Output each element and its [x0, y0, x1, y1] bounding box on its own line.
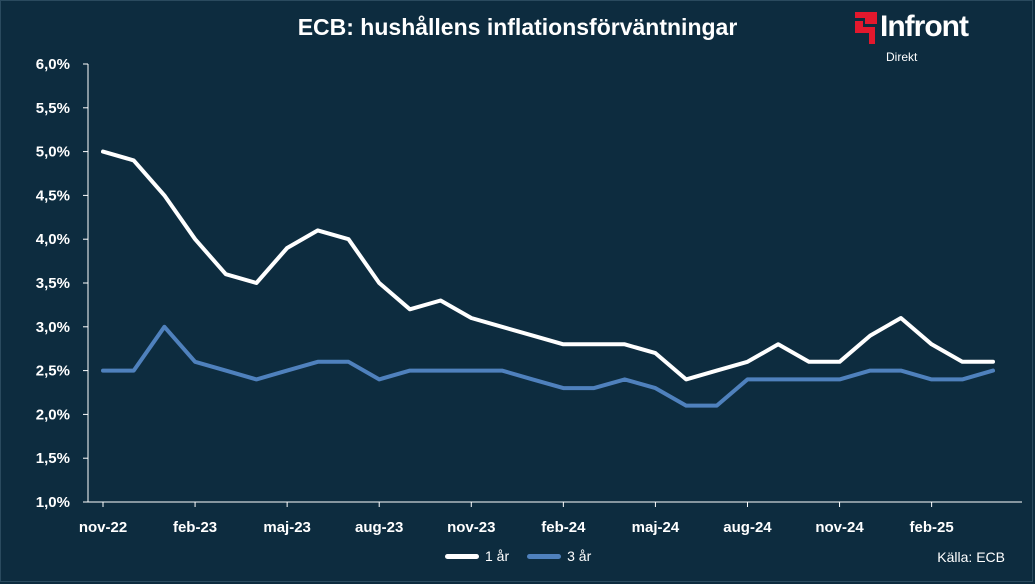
x-tick-label: maj-24	[632, 519, 680, 536]
x-tick-label: nov-24	[815, 519, 864, 536]
legend-item-1ar: 1 år	[445, 548, 509, 564]
y-tick-label: 2,5%	[36, 363, 70, 380]
x-tick-label: aug-24	[723, 519, 772, 536]
y-tick-label: 3,0%	[36, 319, 70, 336]
series-line-3ar	[101, 324, 995, 408]
series-line-1ar	[101, 149, 995, 382]
legend-item-3ar: 3 år	[527, 548, 591, 564]
y-tick-label: 6,0%	[36, 56, 70, 73]
y-tick-label: 3,5%	[36, 275, 70, 292]
y-tick-label: 4,5%	[36, 187, 70, 204]
y-tick-label: 5,0%	[36, 144, 70, 161]
y-tick-label: 5,5%	[36, 100, 70, 117]
x-tick-label: nov-23	[447, 519, 495, 536]
legend: 1 år 3 år	[445, 548, 609, 564]
x-tick-label: feb-25	[910, 519, 954, 536]
y-tick-label: 1,0%	[36, 494, 70, 511]
x-tick-label: feb-23	[173, 519, 217, 536]
chart-title: ECB: hushållens inflationsförväntningar	[297, 14, 738, 40]
y-tick-label: 2,0%	[36, 406, 70, 423]
legend-label-1ar: 1 år	[485, 548, 510, 564]
logo-subtitle: Direkt	[886, 50, 918, 64]
source-note: Källa: ECB	[937, 549, 1005, 565]
legend-swatch-1ar	[445, 553, 479, 559]
x-tick-label: feb-24	[541, 519, 586, 536]
infront-logo-icon	[855, 12, 877, 44]
y-tick-label: 1,5%	[36, 450, 70, 467]
x-tick-label: maj-23	[263, 519, 311, 536]
infront-logo: Infront Direkt	[855, 10, 1015, 70]
legend-swatch-3ar	[527, 553, 562, 559]
x-tick-label: nov-22	[79, 519, 127, 536]
x-tick-label: aug-23	[355, 519, 403, 536]
legend-label-3ar: 3 år	[567, 548, 592, 564]
y-tick-label: 4,0%	[36, 231, 70, 248]
logo-wordmark: Infront	[880, 10, 969, 43]
